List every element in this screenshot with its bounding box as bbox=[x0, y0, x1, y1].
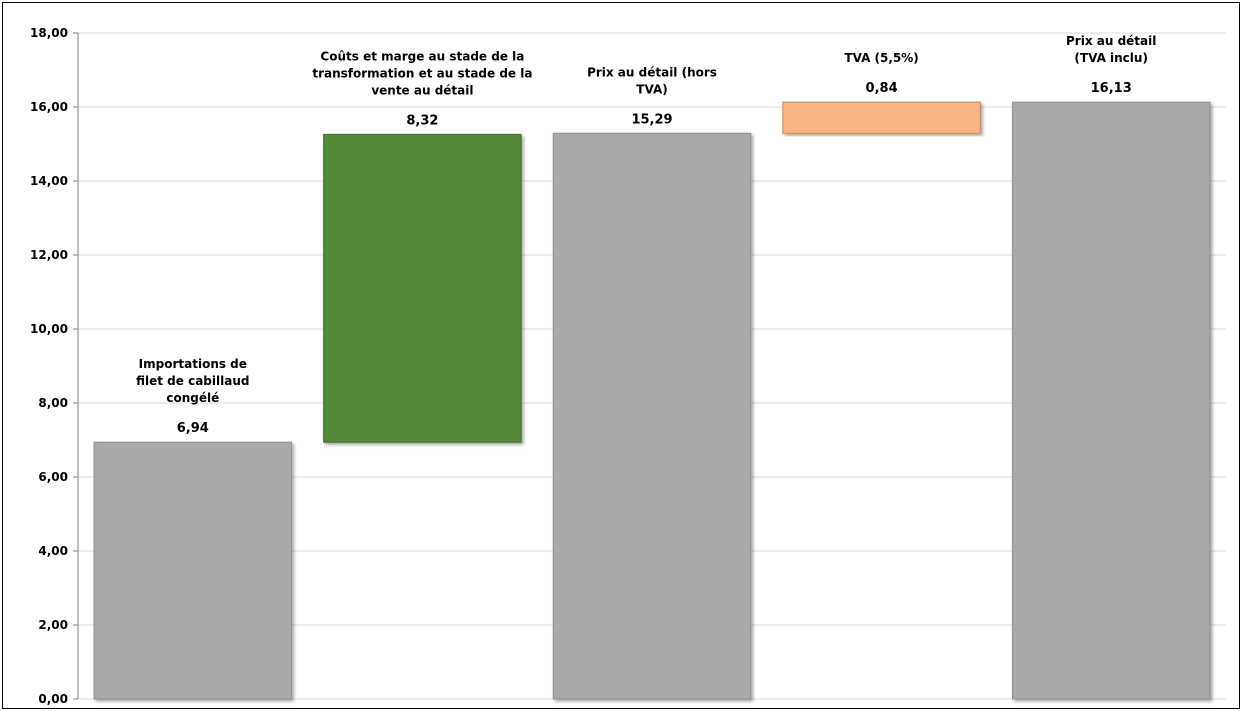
category-label: vente au détail bbox=[371, 83, 473, 97]
data-label: 0,84 bbox=[866, 81, 898, 96]
bar-1 bbox=[93, 441, 293, 700]
category-label: Prix au détail (hors bbox=[587, 65, 717, 79]
labels: 6,94 Importations de filet de cabillaud con… bbox=[136, 34, 1156, 436]
bar-4 bbox=[782, 101, 981, 134]
category-label: Importations de bbox=[139, 357, 247, 371]
data-label: 16,13 bbox=[1091, 81, 1132, 96]
data-label: 8,32 bbox=[406, 113, 438, 128]
y-tick-label: 2,00 bbox=[38, 618, 68, 632]
y-tick-label: 6,00 bbox=[38, 470, 68, 484]
category-label: (TVA inclu) bbox=[1074, 51, 1148, 65]
bar-2 bbox=[323, 133, 522, 443]
category-label: TVA (5,5%) bbox=[844, 51, 918, 65]
category-label: Coûts et marge au stade de la bbox=[320, 49, 524, 63]
y-tick-label: 4,00 bbox=[38, 544, 68, 558]
category-label: congélé bbox=[166, 391, 219, 405]
y-tick-label: 12,00 bbox=[30, 248, 68, 262]
category-label: filet de cabillaud bbox=[136, 374, 249, 388]
y-tick-label: 18,00 bbox=[30, 26, 68, 40]
y-axis: 0,00 2,00 4,00 6,00 8,00 10,00 12,00 14,00 16,00… bbox=[30, 26, 79, 706]
data-label: 15,29 bbox=[631, 112, 672, 127]
bar-3 bbox=[552, 132, 752, 700]
category-label: TVA) bbox=[636, 82, 667, 96]
data-label: 6,94 bbox=[177, 421, 209, 436]
category-label: Prix au détail bbox=[1066, 34, 1156, 48]
bars bbox=[93, 101, 1211, 700]
y-tick-label: 10,00 bbox=[30, 322, 68, 336]
category-label: transformation et au stade de la bbox=[312, 66, 532, 80]
y-tick-label: 14,00 bbox=[30, 174, 68, 188]
y-tick-label: 0,00 bbox=[38, 692, 68, 706]
y-tick-label: 16,00 bbox=[30, 100, 68, 114]
bar-5 bbox=[1011, 101, 1211, 700]
y-tick-label: 8,00 bbox=[38, 396, 68, 410]
